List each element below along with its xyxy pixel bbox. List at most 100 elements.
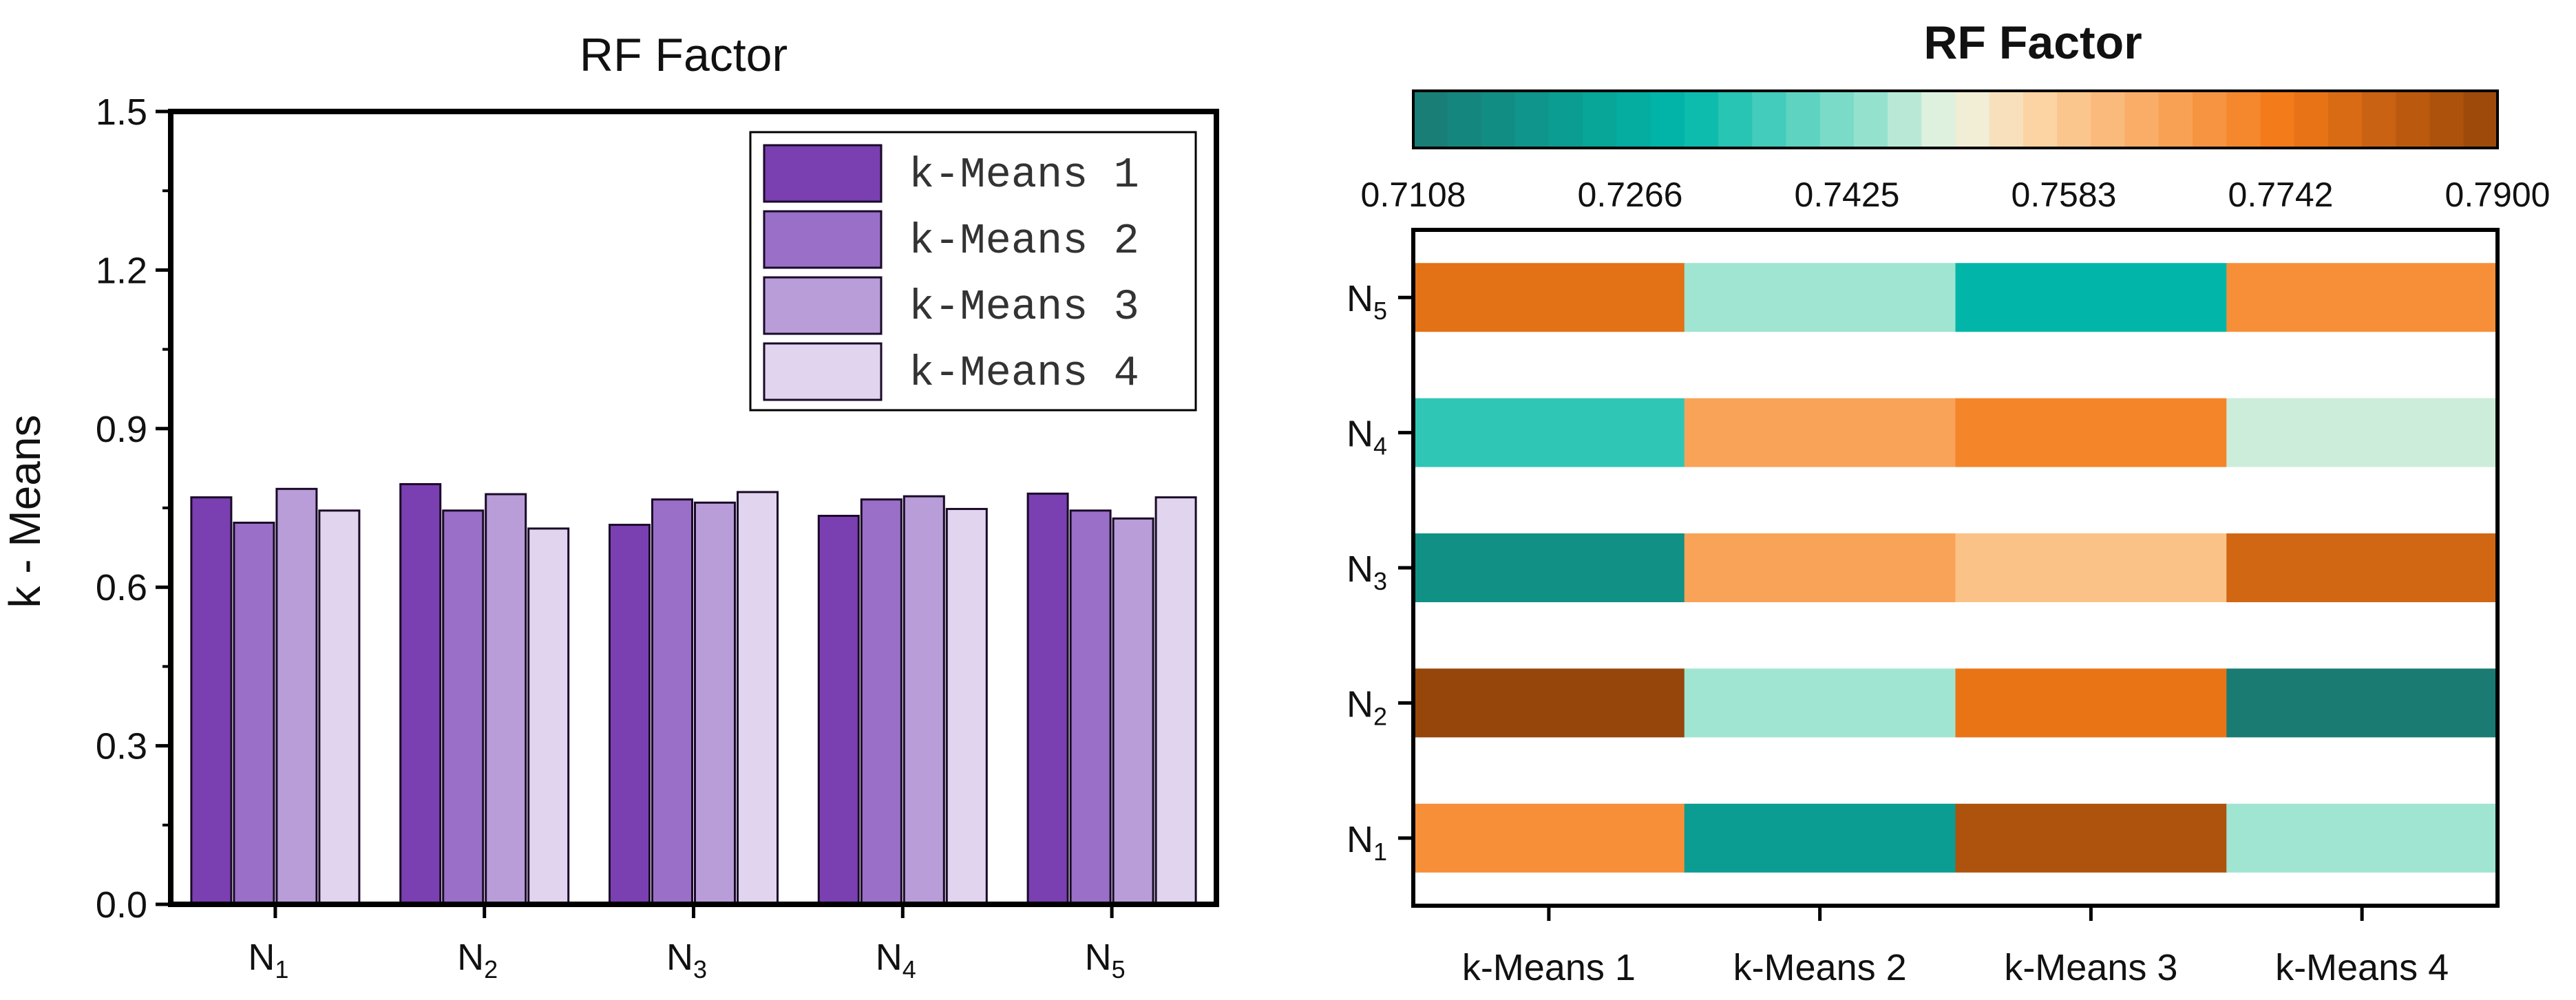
column-tick-label: k-Means 4: [2275, 947, 2449, 988]
colorbar-segment: [1616, 91, 1651, 148]
row-tick-label-base: N: [1347, 683, 1373, 725]
legend-swatch-3: [763, 276, 883, 335]
legend-label-3: k-Means 3: [909, 283, 1139, 332]
row-tick-label-base: N: [1347, 549, 1373, 590]
column-tick-label: k-Means 1: [1462, 947, 1636, 988]
heatmap-cell-n1-col1: [1413, 803, 1685, 873]
bar-k-means-3-n5: [1112, 517, 1154, 906]
heatmap-cells: [1413, 263, 2498, 873]
colorbar-tick-label: 0.7108: [1361, 175, 1466, 214]
row-tick-label-subscript: 1: [1373, 838, 1387, 866]
heatmap-cell-n3-col1: [1413, 533, 1685, 602]
row-tick-label-base: N: [1347, 278, 1373, 319]
colorbar-segment: [2193, 91, 2228, 148]
bar-k-means-3-n4: [902, 495, 945, 906]
heatmap-cell-n5-col4: [2226, 263, 2498, 332]
row-tick-label-subscript: 5: [1373, 297, 1387, 325]
bar-k-means-1-n5: [1026, 492, 1069, 906]
heatmap-cell-n4-col2: [1684, 398, 1956, 467]
x-tick-label: N2: [457, 937, 498, 983]
heatmap-cell-n3-col3: [1955, 533, 2227, 602]
bar-plot-frame: [168, 109, 1219, 907]
colorbar-segment: [2463, 91, 2498, 148]
bar-x-ticks: N1 N2 N3 N4 N5: [248, 904, 1126, 983]
row-tick-label-base: N: [1347, 414, 1373, 455]
colorbar-segment: [1921, 91, 1956, 148]
bar-k-means-2-n2: [442, 509, 485, 906]
x-tick-label-subscript: 2: [484, 955, 498, 983]
x-tick-label-base: N: [876, 937, 902, 978]
bar-k-means-1-n1: [190, 496, 233, 906]
bar-chart-title: RF Factor: [580, 29, 788, 81]
row-tick-label: N5: [1347, 278, 1387, 325]
bar-legend: k-Means 1 k-Means 2 k-Means 3 k-Means 4: [749, 131, 1197, 412]
column-tick-label: k-Means 2: [1733, 947, 1907, 988]
legend-swatch-4: [763, 342, 883, 401]
bar-k-means-3-n2: [485, 493, 527, 906]
y-tick-label: 0.9: [96, 409, 147, 450]
heatmap-cell-n1-col4: [2226, 803, 2498, 873]
colorbar-segment: [2362, 91, 2397, 148]
colorbar-segment: [1718, 91, 1753, 148]
bar-chart: RF Factor k - Means 0.0 0.3 0.6 0.9 1.2 1.5 N…: [0, 29, 1219, 983]
bar-k-means-4-n3: [737, 491, 779, 906]
heatmap-cell-n2-col1: [1413, 668, 1685, 738]
heatmap: RF Factor 0.7108 0.7266 0.7425 0.7583 0.7742…: [1347, 17, 2551, 988]
x-tick-label-subscript: 1: [275, 955, 288, 983]
colorbar-segment: [1819, 91, 1855, 148]
bar-k-means-3-n3: [694, 501, 736, 906]
colorbar-segment: [1888, 91, 1923, 148]
colorbar-segment: [1853, 91, 1889, 148]
y-tick-label: 0.0: [96, 884, 147, 926]
colorbar-segment: [1650, 91, 1685, 148]
colorbar-tick-label: 0.7900: [2445, 175, 2551, 214]
colorbar-segment: [2260, 91, 2295, 148]
colorbar-tick-label: 0.7425: [1795, 175, 1900, 214]
heatmap-cell-n2-col2: [1684, 668, 1956, 738]
colorbar-segment: [2396, 91, 2431, 148]
bar-chart-y-axis-label: k - Means: [0, 415, 50, 608]
heatmap-cell-n5-col2: [1684, 263, 1956, 332]
heatmap-cell-n2-col3: [1955, 668, 2227, 738]
colorbar-segment: [2294, 91, 2329, 148]
colorbar-segment: [2327, 91, 2363, 148]
y-tick-label: 1.5: [96, 92, 147, 133]
x-tick-label: N4: [876, 937, 916, 983]
heatmap-cell-n3-col4: [2226, 533, 2498, 602]
colorbar-segment: [2429, 91, 2464, 148]
colorbar-segment: [2057, 91, 2092, 148]
colorbar-segment: [1481, 91, 1516, 148]
row-tick-label-subscript: 2: [1373, 702, 1387, 730]
row-tick-label-base: N: [1347, 819, 1373, 860]
colorbar-segment: [1752, 91, 1787, 148]
x-tick-label: N1: [248, 937, 288, 983]
heatmap-cell-n4-col3: [1955, 398, 2227, 467]
x-tick-label-base: N: [666, 937, 693, 978]
row-tick-label: N3: [1347, 549, 1387, 595]
colorbar: 0.7108 0.7266 0.7425 0.7583 0.7742 0.7900: [1361, 89, 2551, 214]
colorbar-segment: [1583, 91, 1618, 148]
legend-swatch-2: [763, 210, 883, 269]
x-tick-label-subscript: 3: [693, 955, 707, 983]
colorbar-tick-label: 0.7742: [2228, 175, 2334, 214]
heatmap-title: RF Factor: [1923, 17, 2142, 69]
bar-k-means-4-n5: [1154, 496, 1197, 906]
bar-series-bars: [190, 482, 1197, 906]
x-tick-label: N5: [1085, 937, 1126, 983]
heatmap-cell-n4-col4: [2226, 398, 2498, 467]
heatmap-column-ticks: k-Means 1 k-Means 2 k-Means 3 k-Means 4: [1462, 906, 2449, 988]
row-tick-label-subscript: 3: [1373, 567, 1387, 595]
heatmap-cell-n4-col1: [1413, 398, 1685, 467]
colorbar-tick-label: 0.7266: [1578, 175, 1683, 214]
legend-label-2: k-Means 2: [909, 217, 1139, 266]
bar-k-means-4-n2: [527, 527, 570, 906]
legend-swatch-1: [763, 144, 883, 203]
bar-y-ticks: 0.0 0.3 0.6 0.9 1.2 1.5: [96, 92, 171, 926]
colorbar-segment: [1786, 91, 1821, 148]
y-tick-label: 0.3: [96, 726, 147, 767]
bar-k-means-1-n4: [817, 515, 860, 906]
heatmap-cell-n5-col1: [1413, 263, 1685, 332]
x-tick-label-base: N: [457, 937, 484, 978]
